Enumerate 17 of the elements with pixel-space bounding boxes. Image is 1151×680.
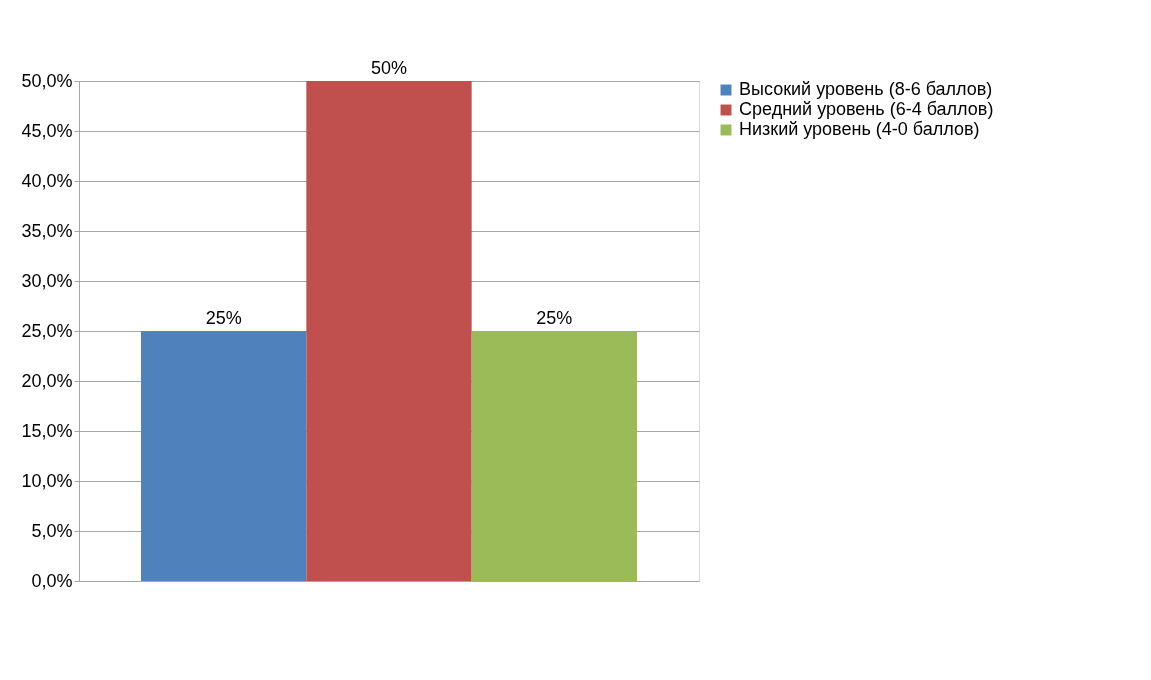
y-tick-label: 10,0% — [21, 470, 73, 491]
data-label: 50% — [370, 58, 408, 78]
legend-label: Низкий уровень (4-0 баллов) — [739, 119, 980, 139]
y-tick-label: 35,0% — [21, 220, 73, 241]
data-label: 25% — [536, 308, 573, 328]
y-tick-label: 30,0% — [21, 270, 73, 291]
y-tick-label: 45,0% — [21, 120, 73, 141]
legend-label: Высокий уровень (8-6 баллов) — [739, 79, 993, 99]
y-tick-label: 25,0% — [21, 320, 73, 341]
legend-label: Средний уровень (6-4 баллов) — [739, 99, 994, 119]
y-tick-label: 40,0% — [21, 170, 73, 191]
y-tick-label: 5,0% — [31, 520, 73, 541]
y-tick-label: 50,0% — [21, 70, 73, 91]
y-tick-label: 20,0% — [21, 370, 73, 391]
y-tick-label: 15,0% — [21, 420, 73, 441]
y-tick-label: 0,0% — [31, 570, 73, 591]
data-label: 25% — [205, 308, 242, 328]
